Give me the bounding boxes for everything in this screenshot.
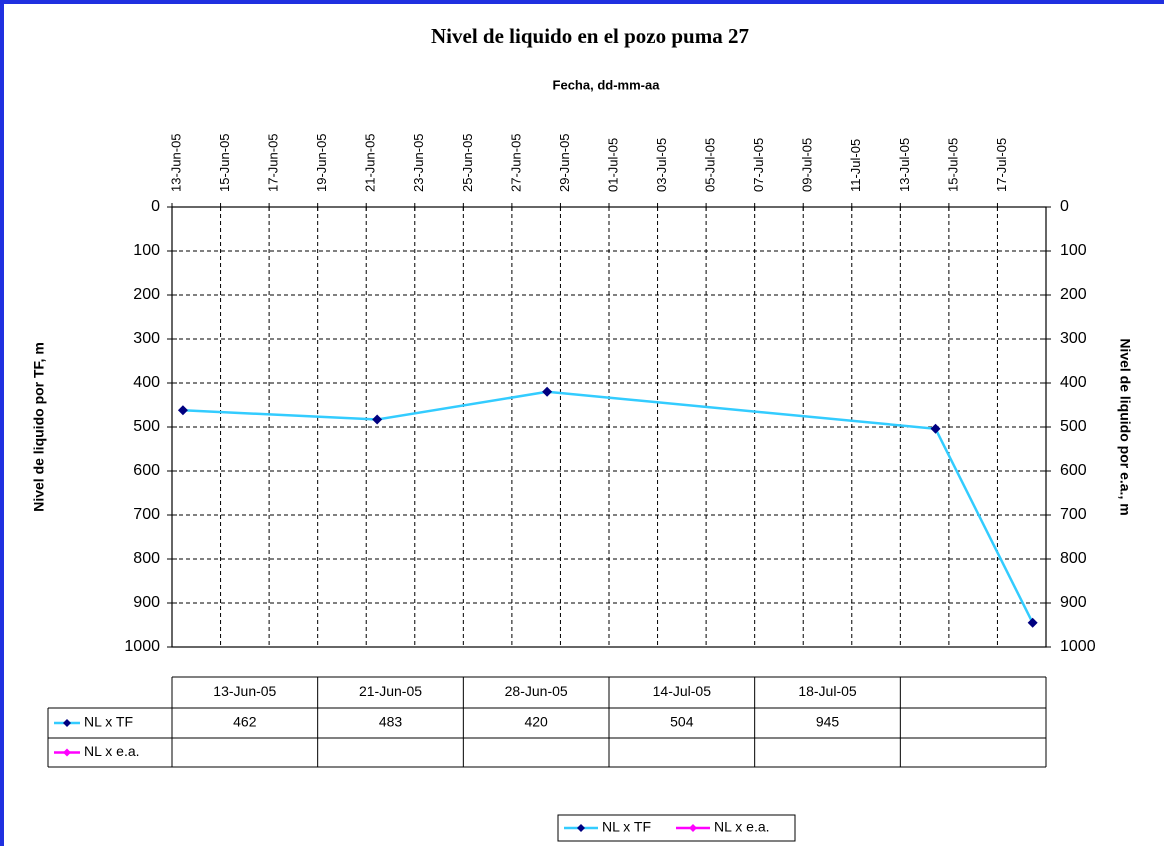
- y2-tick-label: 800: [1060, 550, 1087, 567]
- legend-label: NL x TF: [602, 819, 651, 835]
- y2-tick-label: 700: [1060, 506, 1087, 523]
- data-point: [177, 405, 188, 416]
- x-tick-label: 11-Jul-05: [848, 139, 863, 192]
- y-tick-label: 1000: [124, 638, 160, 655]
- table-value: 945: [816, 714, 840, 730]
- legend-marker: [689, 824, 697, 832]
- y-tick-label: 700: [133, 506, 160, 523]
- y2-tick-label: 500: [1060, 418, 1087, 435]
- table-header: 13-Jun-05: [213, 683, 276, 699]
- x-tick-label: 03-Jul-05: [654, 138, 669, 192]
- y2-tick-label: 0: [1060, 198, 1069, 215]
- x-tick-label: 17-Jun-05: [266, 133, 281, 192]
- data-point: [372, 414, 383, 425]
- y-tick-label: 300: [133, 330, 160, 347]
- table-header: 14-Jul-05: [653, 683, 712, 699]
- y-tick-label: 400: [133, 374, 160, 391]
- y-tick-label: 100: [133, 242, 160, 259]
- y-axis-label: Nivel de liquido por TF, m: [31, 342, 47, 512]
- x-tick-label: 13-Jun-05: [168, 133, 183, 192]
- x-tick-label: 29-Jun-05: [557, 133, 572, 192]
- x-tick-label: 21-Jun-05: [363, 133, 378, 192]
- y-tick-label: 600: [133, 462, 160, 479]
- y-tick-label: 900: [133, 594, 160, 611]
- x-tick-label: 09-Jul-05: [800, 138, 815, 192]
- y-tick-label: 800: [133, 550, 160, 567]
- y2-axis-label: Nivel de liquido por e.a., m: [1117, 338, 1133, 515]
- x-tick-label: 01-Jul-05: [605, 138, 620, 192]
- y2-tick-label: 400: [1060, 374, 1087, 391]
- x-tick-label: 23-Jun-05: [411, 133, 426, 192]
- x-tick-label: 05-Jul-05: [703, 138, 718, 192]
- table-row-label: NL x e.a.: [84, 743, 140, 759]
- x-tick-label: 15-Jun-05: [217, 133, 232, 192]
- x-tick-label: 25-Jun-05: [460, 133, 475, 192]
- y2-tick-label: 1000: [1060, 638, 1096, 655]
- x-tick-label: 27-Jun-05: [508, 133, 523, 192]
- table-legend-marker: [63, 748, 71, 757]
- data-point: [1027, 617, 1038, 628]
- y2-tick-label: 100: [1060, 242, 1087, 259]
- y2-tick-label: 200: [1060, 286, 1087, 303]
- table-value: 420: [524, 714, 548, 730]
- legend-label: NL x e.a.: [714, 819, 770, 835]
- x-tick-label: 13-Jul-05: [897, 138, 912, 192]
- x-axis-label: Fecha, dd-mm-aa: [553, 77, 661, 92]
- y2-tick-label: 300: [1060, 330, 1087, 347]
- table-value: 462: [233, 714, 257, 730]
- table-legend-marker: [63, 719, 71, 727]
- y2-tick-label: 600: [1060, 462, 1087, 479]
- table-value: 483: [379, 714, 403, 730]
- x-tick-label: 17-Jul-05: [994, 138, 1009, 192]
- data-point: [930, 423, 941, 434]
- data-point: [542, 386, 553, 397]
- table-row-label: NL x TF: [84, 714, 133, 730]
- y-tick-label: 500: [133, 418, 160, 435]
- x-tick-label: 15-Jul-05: [945, 138, 960, 192]
- plot-frame: [171, 206, 1047, 648]
- table-header: 28-Jun-05: [505, 683, 568, 699]
- y-tick-label: 200: [133, 286, 160, 303]
- legend-marker: [577, 824, 585, 832]
- x-tick-label: 07-Jul-05: [751, 138, 766, 192]
- table-value: 504: [670, 714, 694, 730]
- table-header: 18-Jul-05: [798, 683, 857, 699]
- x-tick-label: 19-Jun-05: [314, 133, 329, 192]
- y2-tick-label: 900: [1060, 594, 1087, 611]
- chart-title: Nivel de liquido en el pozo puma 27: [431, 24, 749, 48]
- table-header: 21-Jun-05: [359, 683, 422, 699]
- y-tick-label: 0: [151, 198, 160, 215]
